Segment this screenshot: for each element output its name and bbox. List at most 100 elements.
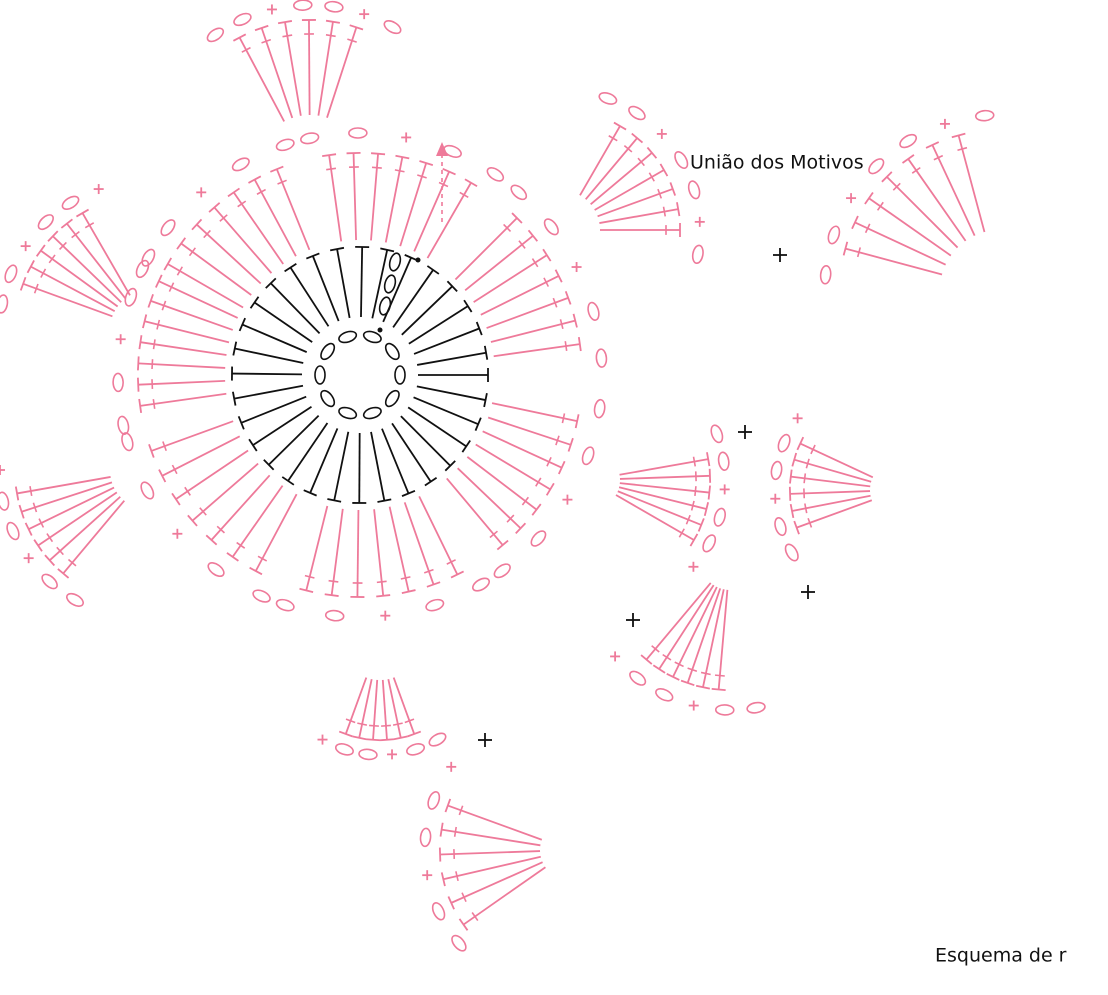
stitch-tick: [664, 207, 666, 217]
stitch-bar: [251, 297, 259, 309]
stitch: [269, 416, 319, 465]
caption: Esquema de r: [935, 945, 1067, 967]
stitch-bar: [172, 493, 180, 505]
chain: [388, 252, 402, 272]
stitch: [908, 159, 965, 241]
stitch: [440, 851, 540, 854]
stitch-bar: [462, 441, 470, 453]
stitch: [483, 431, 562, 467]
chain: [338, 406, 358, 421]
stitch-bar: [547, 483, 554, 495]
stitch-bar: [61, 219, 72, 228]
stitch: [428, 183, 472, 258]
chain: [0, 491, 10, 511]
stitch-bar: [366, 739, 380, 740]
stitch: [346, 678, 367, 734]
chain: [334, 742, 354, 757]
stitch-tick: [522, 497, 528, 505]
chain: [716, 705, 734, 716]
stitch: [659, 585, 713, 669]
stitch-bar: [529, 230, 538, 241]
stitch-bar: [865, 192, 873, 203]
chain: [449, 933, 468, 953]
stitch-bar: [427, 266, 438, 274]
stitch-bar: [28, 260, 35, 272]
chain: [898, 132, 919, 150]
stitch: [359, 679, 371, 738]
stitch-tick: [694, 457, 696, 467]
chain: [691, 245, 704, 264]
stitch-bar: [34, 540, 42, 552]
chain: [36, 212, 56, 232]
chain: [471, 576, 492, 594]
stitch: [455, 218, 517, 280]
stitch: [409, 306, 468, 344]
stitch: [192, 464, 258, 521]
stitch-tick: [715, 675, 725, 676]
stitch: [442, 830, 541, 846]
stitch: [458, 468, 521, 528]
stitch: [235, 349, 303, 363]
stitch-bar: [459, 919, 467, 930]
chain: [5, 521, 21, 542]
stitch: [405, 502, 434, 584]
stitch: [414, 329, 479, 354]
chain: [382, 18, 403, 36]
chain: [120, 432, 135, 452]
stitch: [417, 386, 486, 400]
chain: [770, 461, 783, 480]
stitch-tick: [472, 913, 478, 921]
stitch-bar: [227, 553, 238, 561]
stitch-tick: [377, 581, 387, 582]
chain: [746, 701, 765, 714]
stitch-bar: [138, 378, 139, 392]
stitch: [334, 432, 348, 501]
chain: [654, 686, 675, 703]
chain: [318, 388, 337, 408]
chain: [975, 110, 994, 122]
crochet-diagram: União dos Motivos Esquema de r: [0, 0, 1108, 995]
stitch-tick: [804, 473, 805, 483]
stitch: [845, 249, 942, 275]
stitch: [271, 283, 320, 333]
chain: [405, 742, 425, 757]
stitch: [887, 177, 958, 248]
stitch-bar: [532, 504, 540, 515]
stitch: [487, 298, 569, 328]
chain: [206, 560, 226, 579]
stitch-bar: [248, 176, 260, 183]
chain: [420, 828, 432, 847]
stitch-tick: [701, 672, 711, 674]
stitch-tick: [190, 248, 196, 256]
stitch: [361, 247, 362, 317]
chain: [3, 264, 19, 284]
stitch: [467, 457, 536, 510]
stitch-bar: [164, 258, 171, 270]
stitch: [313, 256, 339, 321]
stitch: [234, 192, 283, 264]
stitch: [959, 135, 985, 232]
stitch-tick: [357, 723, 367, 725]
stitch-bar: [380, 739, 394, 740]
chain: [205, 26, 225, 45]
stitch-bar: [464, 300, 472, 312]
chain: [717, 452, 729, 471]
stitch: [476, 445, 551, 490]
chain: [509, 183, 529, 202]
stitch-tick: [329, 581, 339, 582]
stitch: [354, 153, 357, 240]
stitch: [451, 862, 542, 903]
chain: [117, 415, 131, 435]
chain: [362, 406, 382, 421]
chain: [40, 572, 60, 591]
stitch: [448, 806, 542, 840]
stitch-bar: [233, 34, 245, 41]
stitch-tick: [695, 486, 696, 496]
chain: [318, 341, 337, 361]
stitch: [241, 397, 306, 423]
stitch: [255, 180, 296, 257]
stitch-bar: [376, 595, 390, 596]
stitch-bar: [325, 594, 339, 596]
stitch: [255, 302, 313, 342]
stitch: [383, 680, 387, 740]
